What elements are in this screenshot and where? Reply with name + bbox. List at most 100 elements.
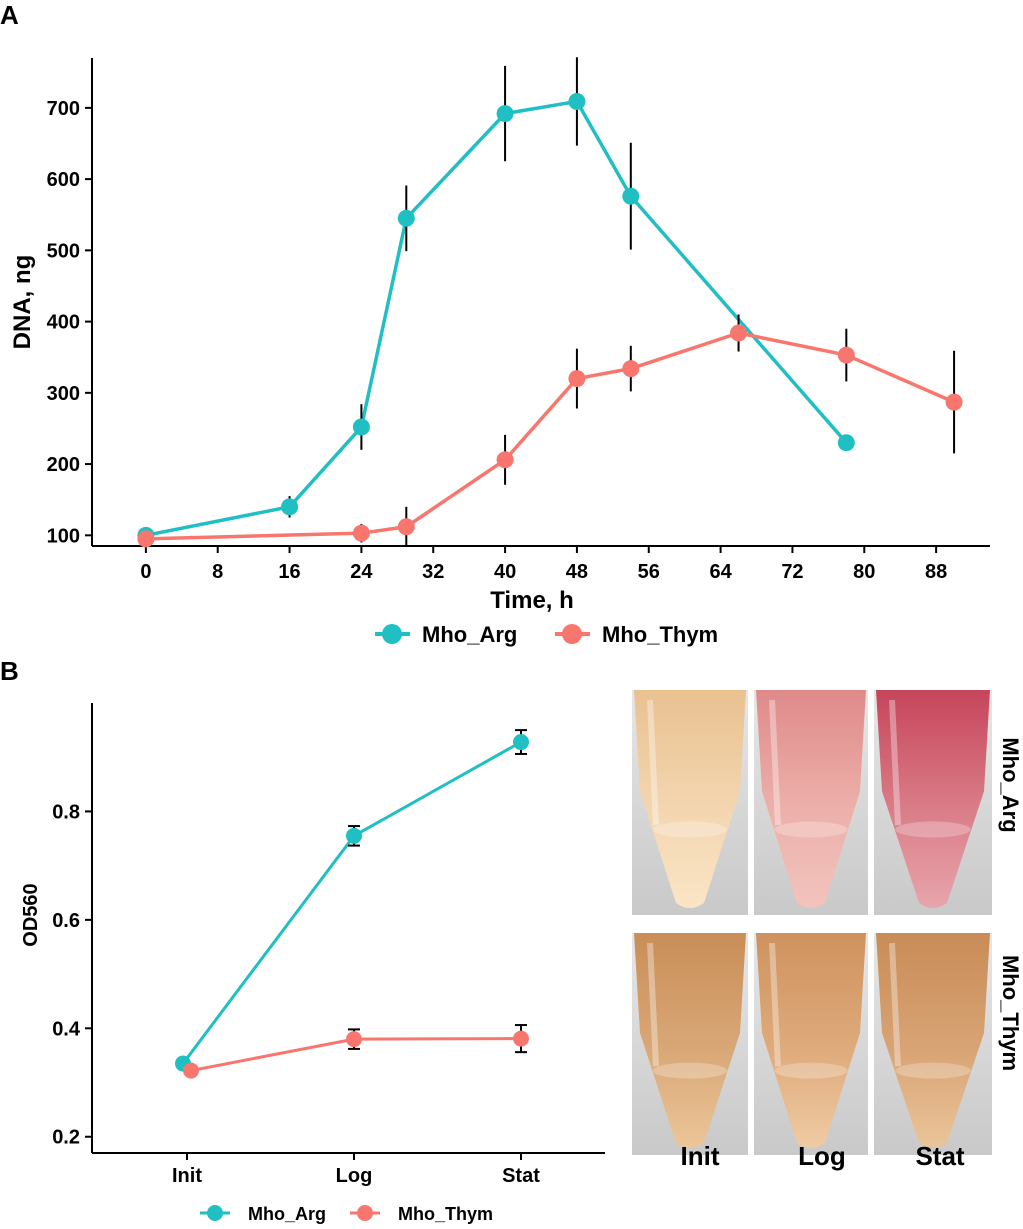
chart-a-data-point bbox=[945, 393, 963, 411]
chart-a-data-point bbox=[281, 498, 299, 516]
chart-b-series-line bbox=[181, 740, 522, 1065]
legend-item-mho-thym: Mho_Thym bbox=[555, 622, 718, 647]
legend-b-arg-marker bbox=[207, 1205, 223, 1221]
legend-b-arg-label: Mho_Arg bbox=[248, 1204, 326, 1224]
chart-a-data-point bbox=[730, 324, 748, 342]
photo-row-label-mho-arg: Mho_Arg bbox=[998, 737, 1023, 832]
tube-meniscus-reflection bbox=[895, 1062, 971, 1079]
legend-b-thym-label: Mho_Thym bbox=[398, 1204, 493, 1224]
chart-a-y-tick-label: 300 bbox=[47, 383, 80, 405]
chart-a-x-tick-label: 32 bbox=[422, 561, 444, 583]
chart-a-series-mho-thym bbox=[137, 314, 963, 548]
tube-meniscus-reflection bbox=[895, 821, 971, 838]
chart-a-x-tick-label: 8 bbox=[212, 561, 223, 583]
chart-b-data-point bbox=[513, 734, 529, 751]
legend-b-thym-marker bbox=[357, 1205, 373, 1221]
tube-body bbox=[634, 690, 746, 908]
chart-b: Init Log Stat 0.2 0.4 0.6 0.8 OD560 Mho_Arg Mh… bbox=[20, 703, 605, 1224]
tube-meniscus-reflection bbox=[652, 1062, 728, 1079]
chart-a-x-tick-label: 56 bbox=[638, 561, 660, 583]
chart-b-y-tick-label: 0.2 bbox=[52, 1127, 80, 1149]
chart-a-data-point bbox=[837, 434, 855, 452]
chart-a-series-line bbox=[145, 331, 955, 541]
chart-a-y-tick-label: 400 bbox=[47, 312, 80, 334]
chart-a-y-tick-label: 600 bbox=[47, 169, 80, 191]
tube-photo-mho-thym-log bbox=[754, 933, 868, 1155]
tube-highlight bbox=[889, 699, 901, 826]
chart-a-series-mho-arg bbox=[137, 57, 855, 544]
legend-thym-label: Mho_Thym bbox=[602, 622, 718, 647]
legend-arg-marker bbox=[382, 624, 402, 644]
tube-photo-mho-arg-stat bbox=[874, 690, 992, 915]
chart-b-y-tick-label: 0.6 bbox=[52, 910, 80, 932]
panel-label-a: A bbox=[0, 0, 19, 30]
chart-a: 0 8 16 24 32 40 48 56 64 72 80 88 100 200 300 400 500 600… bbox=[9, 57, 990, 647]
tube-highlight bbox=[769, 942, 781, 1067]
tube-body bbox=[876, 933, 990, 1148]
legend-item-mho-arg: Mho_Arg bbox=[375, 622, 517, 647]
tube-body bbox=[756, 690, 866, 908]
chart-a-x-label: Time, h bbox=[490, 587, 574, 614]
chart-a-data-point bbox=[837, 346, 855, 364]
chart-b-data-point bbox=[346, 1031, 362, 1048]
chart-a-data-point bbox=[352, 524, 370, 542]
photo-col-label-init: Init bbox=[681, 1141, 720, 1171]
tube-photo-mho-thym-init bbox=[632, 933, 748, 1155]
chart-a-legend: Mho_Arg Mho_Thym bbox=[375, 622, 718, 647]
chart-a-data-point bbox=[496, 105, 514, 123]
tube-highlight bbox=[769, 699, 781, 826]
photo-col-label-stat: Stat bbox=[915, 1141, 964, 1171]
chart-a-x-tick-label: 64 bbox=[709, 561, 732, 583]
tube-photo-mho-thym-stat bbox=[874, 933, 992, 1155]
chart-a-data-point bbox=[568, 370, 586, 388]
chart-a-data-point bbox=[622, 187, 640, 205]
chart-a-x-tick-label: 80 bbox=[853, 561, 875, 583]
tube-body bbox=[634, 933, 746, 1148]
chart-b-legend: Mho_Arg Mho_Thym bbox=[200, 1204, 493, 1224]
chart-a-x-tick-label: 40 bbox=[494, 561, 516, 583]
chart-b-series-mho-arg bbox=[175, 729, 529, 1072]
tube-highlight bbox=[647, 699, 659, 826]
tube-body bbox=[756, 933, 866, 1148]
chart-a-x-tick-label: 0 bbox=[140, 561, 151, 583]
photo-row-label-mho-thym: Mho_Thym bbox=[998, 955, 1023, 1071]
tube-meniscus-reflection bbox=[774, 821, 848, 838]
legend-b-item-mho-thym: Mho_Thym bbox=[350, 1204, 493, 1224]
tube-photo-grid bbox=[632, 690, 992, 1155]
chart-b-series-mho-thym bbox=[183, 1024, 529, 1079]
chart-a-data-point bbox=[397, 518, 415, 536]
legend-thym-marker bbox=[562, 624, 582, 644]
chart-a-x-tick-label: 48 bbox=[566, 561, 588, 583]
chart-a-data-point bbox=[352, 418, 370, 436]
tube-meniscus-reflection bbox=[774, 1062, 848, 1079]
chart-b-y-tick-label: 0.8 bbox=[52, 801, 80, 823]
chart-a-x-tick-label: 72 bbox=[781, 561, 803, 583]
chart-b-x-tick-label: Log bbox=[336, 1165, 373, 1187]
chart-a-series-line bbox=[145, 99, 848, 538]
chart-a-data-point bbox=[496, 451, 514, 469]
chart-a-data-point bbox=[568, 92, 586, 110]
panel-label-b: B bbox=[0, 656, 19, 686]
chart-a-data-point bbox=[397, 209, 415, 227]
chart-a-y-tick-label: 700 bbox=[47, 98, 80, 120]
chart-a-x-tick-label: 16 bbox=[278, 561, 300, 583]
tube-meniscus-reflection bbox=[652, 821, 728, 838]
chart-a-y-label: DNA, ng bbox=[9, 255, 36, 350]
chart-b-x-tick-label: Stat bbox=[502, 1165, 540, 1187]
tube-highlight bbox=[889, 942, 901, 1067]
chart-a-y-tick-label: 200 bbox=[47, 454, 80, 476]
photo-col-label-log: Log bbox=[798, 1141, 846, 1171]
chart-a-data-point bbox=[137, 530, 155, 548]
chart-b-x-tick-label: Init bbox=[172, 1165, 202, 1187]
chart-b-y-label: OD560 bbox=[20, 883, 42, 946]
chart-a-x-tick-label: 88 bbox=[925, 561, 947, 583]
chart-b-y-tick-label: 0.4 bbox=[52, 1018, 81, 1040]
chart-a-x-tick-label: 24 bbox=[350, 561, 373, 583]
legend-arg-label: Mho_Arg bbox=[422, 622, 517, 647]
chart-a-y-tick-label: 100 bbox=[47, 525, 80, 547]
chart-b-data-point bbox=[183, 1062, 199, 1079]
tube-photo-mho-arg-log bbox=[754, 690, 868, 915]
chart-b-data-point bbox=[346, 827, 362, 844]
chart-b-data-point bbox=[513, 1030, 529, 1047]
